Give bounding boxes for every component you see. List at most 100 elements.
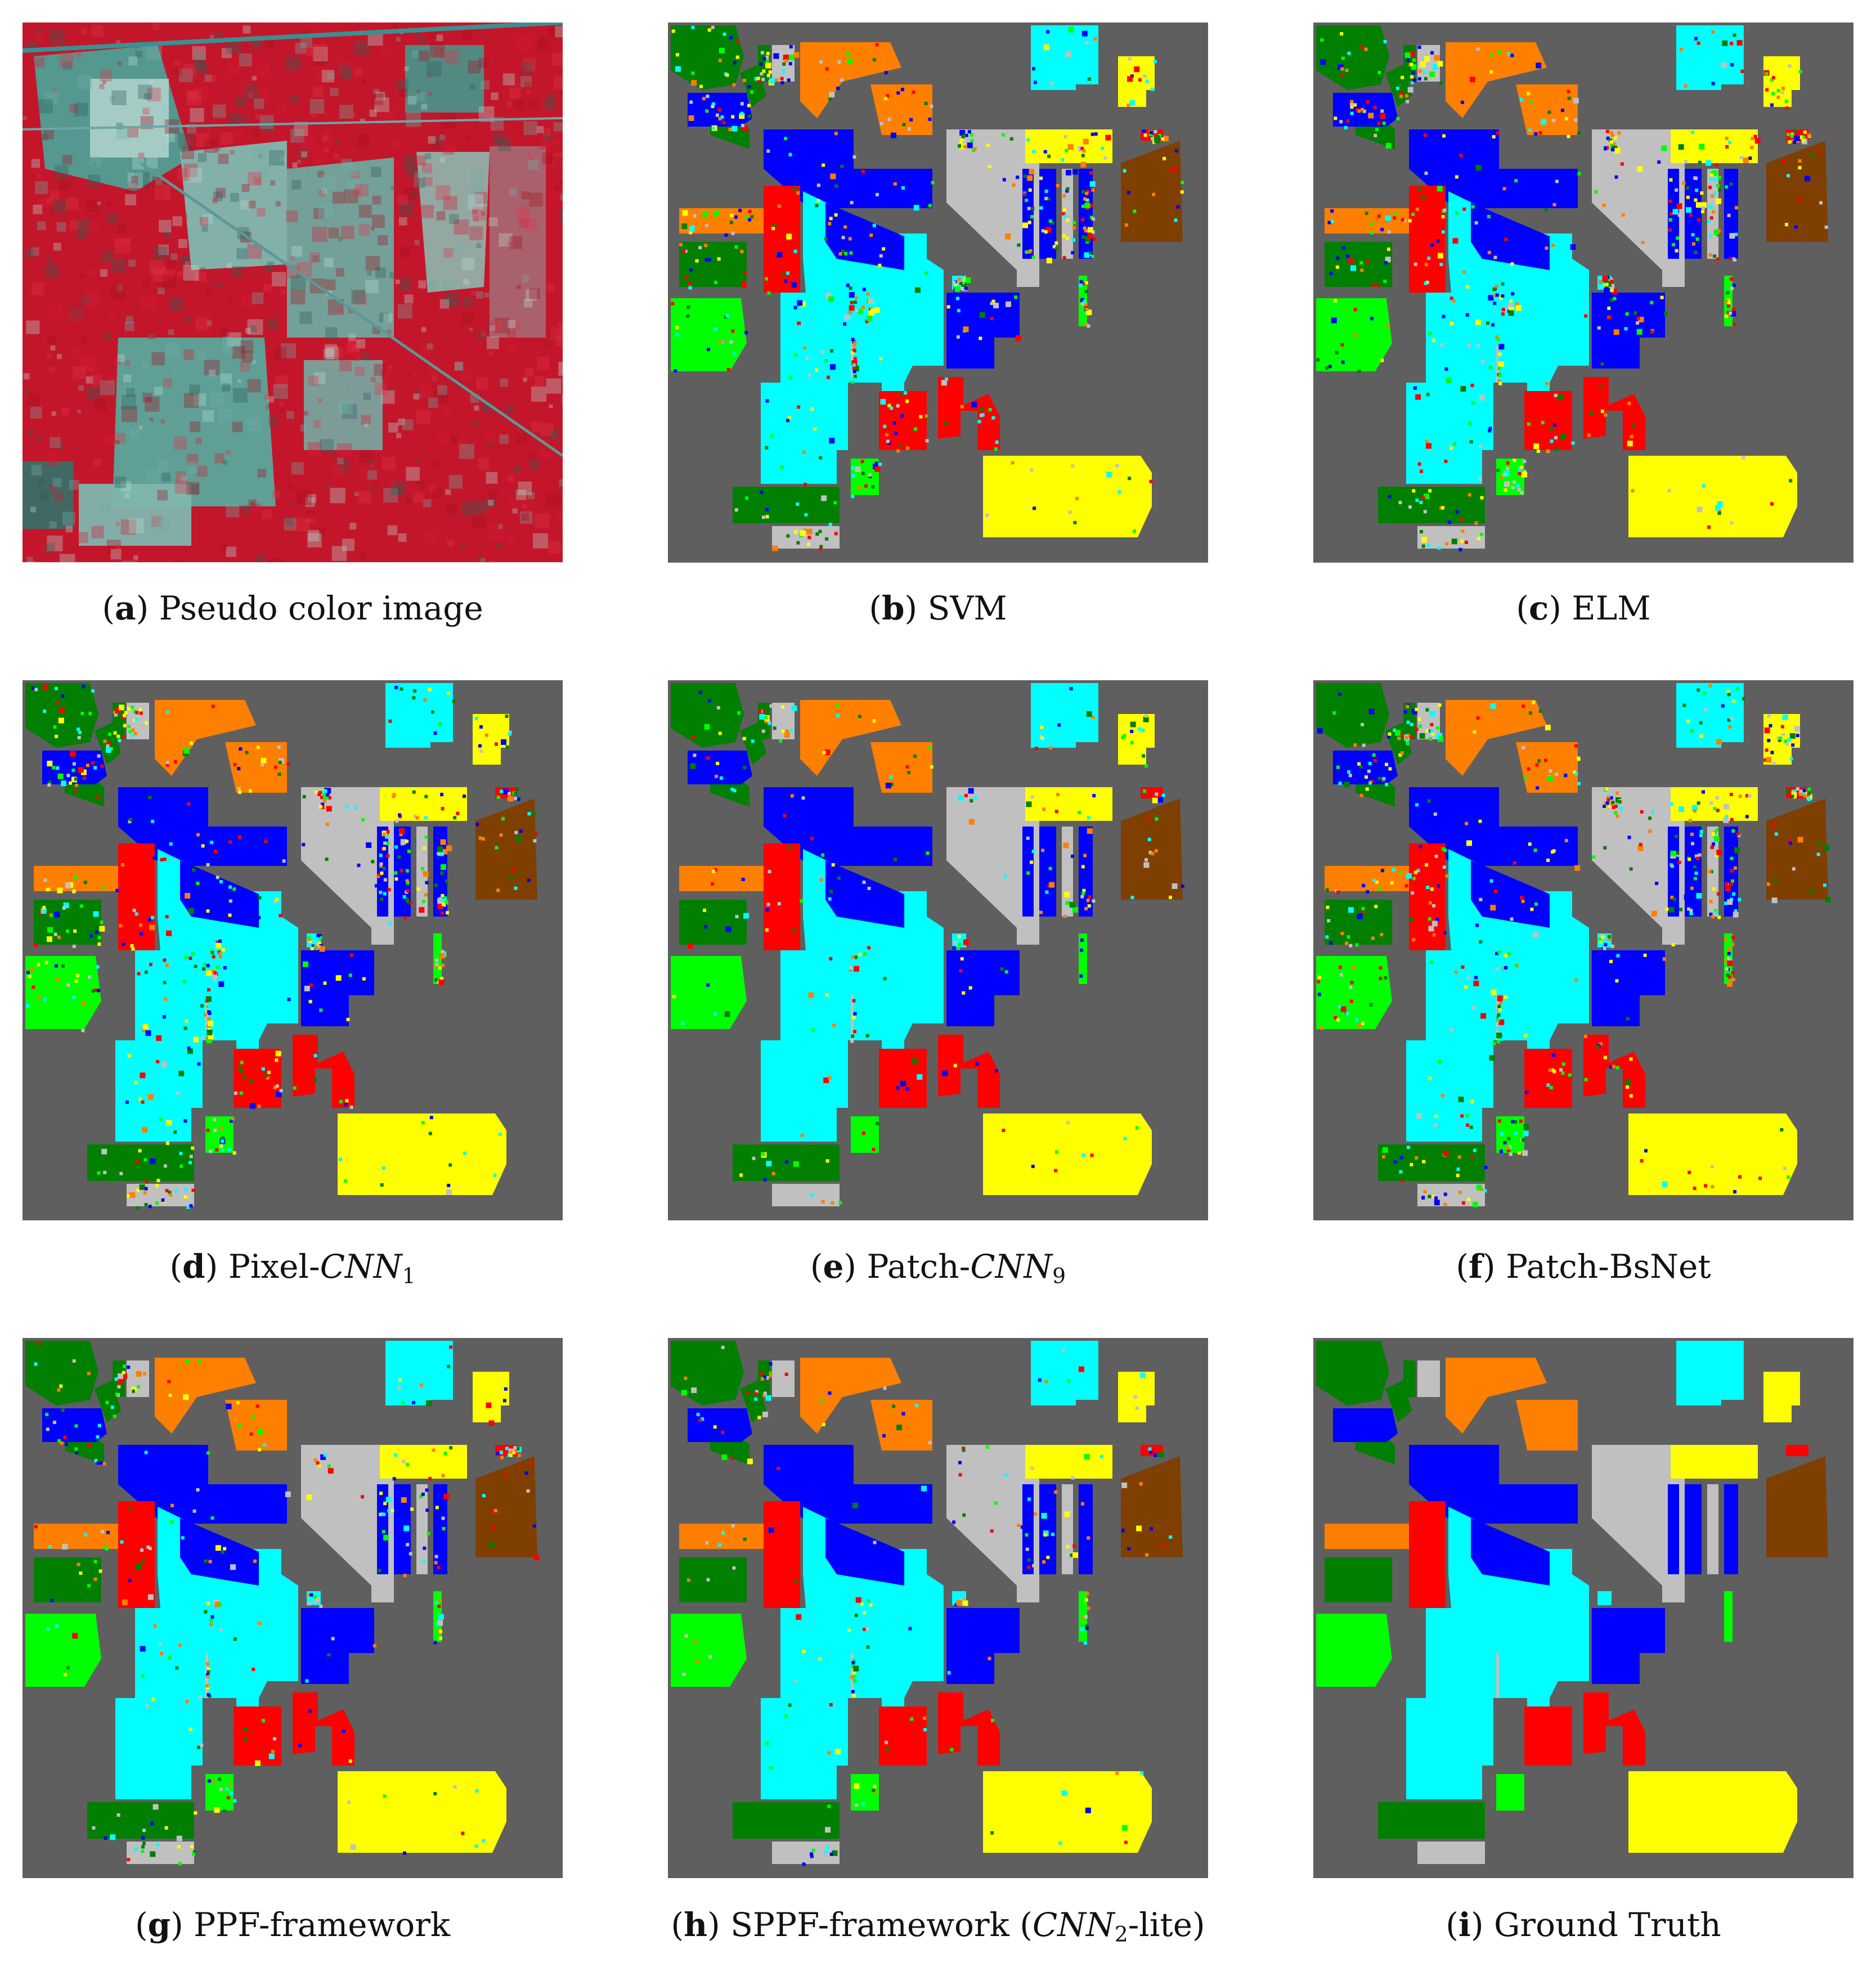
speckle [435,1623,439,1626]
speckle [1608,937,1612,941]
speckle [421,1492,425,1496]
speckle [1613,329,1619,335]
speckle [962,1447,966,1450]
speckle [1384,976,1388,980]
speckle [1672,242,1676,246]
speckle [1465,821,1469,825]
speckle [1317,976,1321,980]
speckle [865,320,869,324]
speckle [874,307,880,313]
speckle [1708,684,1712,688]
speckle [1430,887,1434,891]
speckle [876,1121,879,1125]
speckle [1028,188,1032,192]
field-grass-pasture [772,526,840,549]
texture-cell [421,327,427,333]
field-grass-pasture [946,1445,1039,1602]
speckle [1441,230,1445,234]
speckle [80,769,87,775]
texture-cell [472,227,482,236]
speckle [1418,69,1422,73]
speckle [1426,443,1432,449]
speckle [1560,433,1567,439]
speckle [1551,850,1555,854]
texture-cell [535,513,550,528]
speckle [52,766,56,770]
field-trees [671,683,744,748]
speckle [1625,1080,1631,1086]
texture-cell [300,36,312,48]
texture-cell [469,327,473,331]
speckle [481,837,485,841]
texture-cell [419,386,430,398]
speckle [1465,313,1469,317]
speckle [1711,30,1715,34]
speckle [134,718,138,722]
texture-cell [103,333,111,340]
speckle [1437,733,1443,739]
speckle [1467,493,1471,497]
speckle [1707,219,1711,223]
texture-cell [257,469,266,478]
speckle [1443,208,1447,212]
speckle [1489,53,1493,57]
speckle [98,1569,102,1573]
texture-cell [313,47,328,61]
texture-cell [352,343,360,351]
speckle [872,1789,876,1792]
field-grass-pasture [1592,787,1685,945]
speckle [1434,1196,1438,1200]
speckle [449,1446,453,1450]
speckle [1725,185,1729,189]
speckle [788,62,792,66]
texture-cell [407,96,417,105]
speckle [1058,1841,1062,1845]
speckle [47,927,53,933]
speckle [123,724,127,727]
speckle [1713,831,1717,834]
speckle [1567,96,1571,100]
texture-cell [321,188,327,194]
speckle [1544,758,1547,762]
texture-cell [260,167,271,178]
texture-cell [151,352,165,366]
speckle [851,380,855,384]
speckle [277,746,281,749]
speckle [722,339,726,343]
texture-cell [80,356,95,371]
texture-cell [509,187,518,196]
speckle [1130,730,1134,733]
speckle [178,1862,182,1866]
speckle [209,1623,213,1627]
speckle [382,832,386,836]
speckle [1127,1547,1131,1551]
texture-cell [125,238,131,243]
speckle [1781,733,1785,736]
speckle [213,1129,217,1132]
texture-cell [169,297,183,311]
speckle [187,1046,191,1050]
speckle [1708,205,1712,209]
texture-cell [152,23,160,30]
speckle [731,125,738,132]
speckle [243,1075,247,1079]
speckle [132,718,136,722]
speckle [1730,63,1734,66]
speckle [1691,805,1698,811]
speckle [1027,221,1031,224]
texture-cell [318,204,333,219]
speckle [140,1646,146,1652]
speckle [1660,295,1664,299]
speckle [1432,64,1438,70]
pseudo-patch [180,141,287,270]
speckle [1130,896,1134,900]
texture-cell [307,533,322,547]
speckle [142,1842,146,1845]
speckle [240,1061,244,1065]
speckle [743,766,747,770]
speckle [763,1178,767,1182]
texture-cell [351,170,360,179]
speckle [1770,751,1774,755]
speckle [1493,302,1497,305]
speckle [152,1804,159,1810]
